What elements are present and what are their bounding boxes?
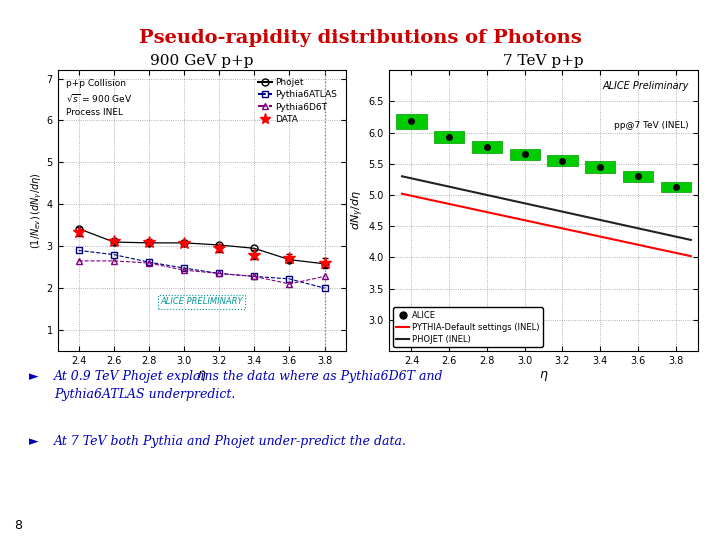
Text: ALICE PRELIMINARY: ALICE PRELIMINARY [161, 298, 243, 306]
Text: ►: ► [29, 370, 38, 383]
Text: At 7 TeV both Pythia and Phojet under-predict the data.: At 7 TeV both Pythia and Phojet under-pr… [54, 435, 407, 448]
Text: ALICE Preliminary: ALICE Preliminary [603, 82, 689, 91]
Text: 900 GeV p+p: 900 GeV p+p [150, 53, 253, 68]
X-axis label: $\eta$: $\eta$ [539, 369, 549, 383]
Text: Pseudo-rapidity distributions of Photons: Pseudo-rapidity distributions of Photons [139, 29, 581, 47]
Legend: ALICE, PYTHIA-Default settings (INEL), PHOJET (INEL): ALICE, PYTHIA-Default settings (INEL), P… [393, 307, 543, 347]
Text: p+p Collision
$\sqrt{s}$ = 900 GeV
Process INEL: p+p Collision $\sqrt{s}$ = 900 GeV Proce… [66, 79, 132, 117]
Bar [510, 149, 540, 160]
Bar [547, 155, 577, 166]
Bar [623, 171, 653, 182]
Text: pp@7 TeV (INEL): pp@7 TeV (INEL) [614, 121, 689, 130]
Y-axis label: $dN_{\gamma}/d\eta$: $dN_{\gamma}/d\eta$ [349, 191, 366, 231]
X-axis label: $\eta$: $\eta$ [197, 369, 207, 383]
Text: ►: ► [29, 435, 38, 448]
Bar [585, 161, 616, 173]
Bar [396, 114, 426, 129]
Legend: Phojet, Pythia6ATLAS, Pythia6D6T, DATA: Phojet, Pythia6ATLAS, Pythia6D6T, DATA [255, 75, 341, 127]
Bar [434, 131, 464, 143]
Text: 7 TeV p+p: 7 TeV p+p [503, 53, 584, 68]
Text: 8: 8 [14, 519, 22, 532]
Bar [472, 141, 502, 153]
Bar [661, 182, 691, 192]
Y-axis label: $(1/N_{ev})\,(dN_{\gamma}/d\eta)$: $(1/N_{ev})\,(dN_{\gamma}/d\eta)$ [30, 172, 44, 249]
Text: At 0.9 TeV Phojet explains the data where as Pythia6D6T and
Pythia6ATLAS underpr: At 0.9 TeV Phojet explains the data wher… [54, 370, 444, 401]
